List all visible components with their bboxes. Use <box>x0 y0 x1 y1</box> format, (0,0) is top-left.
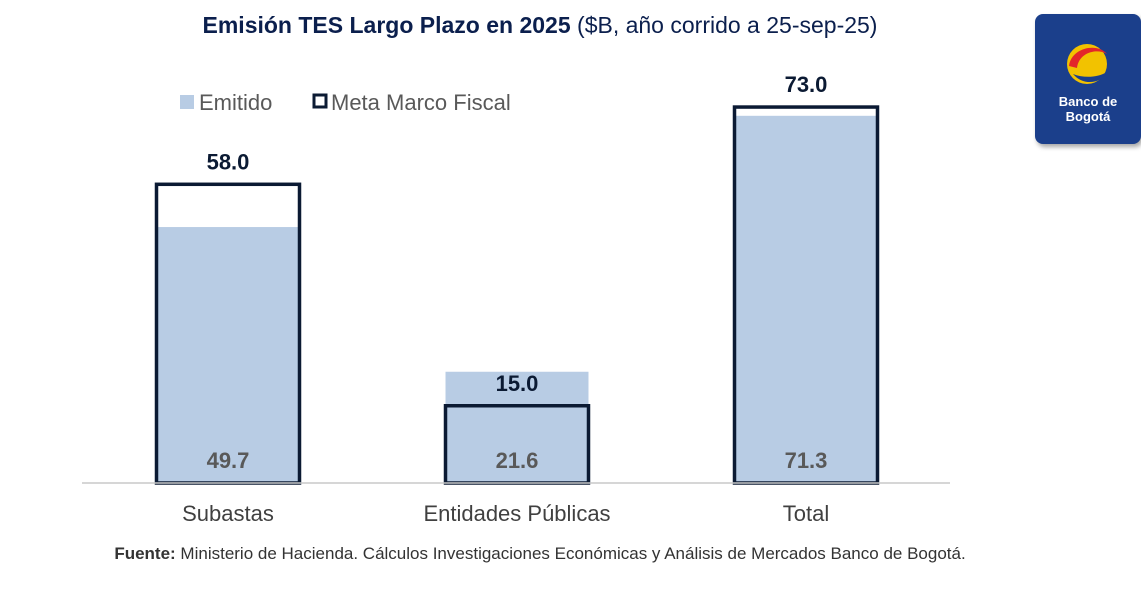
bank-logo-icon <box>1067 44 1107 84</box>
emitido-label-subastas: 49.7 <box>207 448 250 473</box>
bank-logo-line1: Banco de <box>1058 94 1118 109</box>
bar-emitido-subastas <box>156 227 300 483</box>
category-label-subastas: Subastas <box>182 501 274 526</box>
meta-label-subastas: 58.0 <box>207 149 250 174</box>
emitido-label-total: 71.3 <box>785 448 828 473</box>
chart-title-bold: Emisión TES Largo Plazo en 2025 <box>202 12 571 38</box>
category-label-total: Total <box>783 501 829 526</box>
bar-emitido-entidades-publicas <box>445 371 589 483</box>
category-label-entidades-publicas: Entidades Públicas <box>423 501 610 526</box>
legend-label-emitido: Emitido <box>199 90 272 115</box>
source-label: Fuente: <box>114 544 176 563</box>
legend-label-meta: Meta Marco Fiscal <box>331 90 511 115</box>
source-text: Ministerio de Hacienda. Cálculos Investi… <box>175 544 966 563</box>
bank-logo-line2: Bogotá <box>1065 109 1111 124</box>
chart-title: Emisión TES Largo Plazo en 2025 ($B, año… <box>0 12 1080 39</box>
legend-swatch-emitido <box>180 95 194 109</box>
chart-title-subtitle: ($B, año corrido a 25-sep-25) <box>570 12 878 38</box>
bank-logo: Banco de Bogotá <box>1035 14 1141 144</box>
legend-swatch-meta <box>312 93 328 109</box>
bar-emitido-total <box>734 115 878 484</box>
source-note: Fuente: Ministerio de Hacienda. Cálculos… <box>70 543 1010 565</box>
meta-label-total: 73.0 <box>785 72 828 97</box>
meta-label-entidades-publicas: 15.0 <box>496 371 539 396</box>
emitido-label-entidades-publicas: 21.6 <box>496 448 539 473</box>
bank-logo-text: Banco de Bogotá <box>1035 94 1141 124</box>
